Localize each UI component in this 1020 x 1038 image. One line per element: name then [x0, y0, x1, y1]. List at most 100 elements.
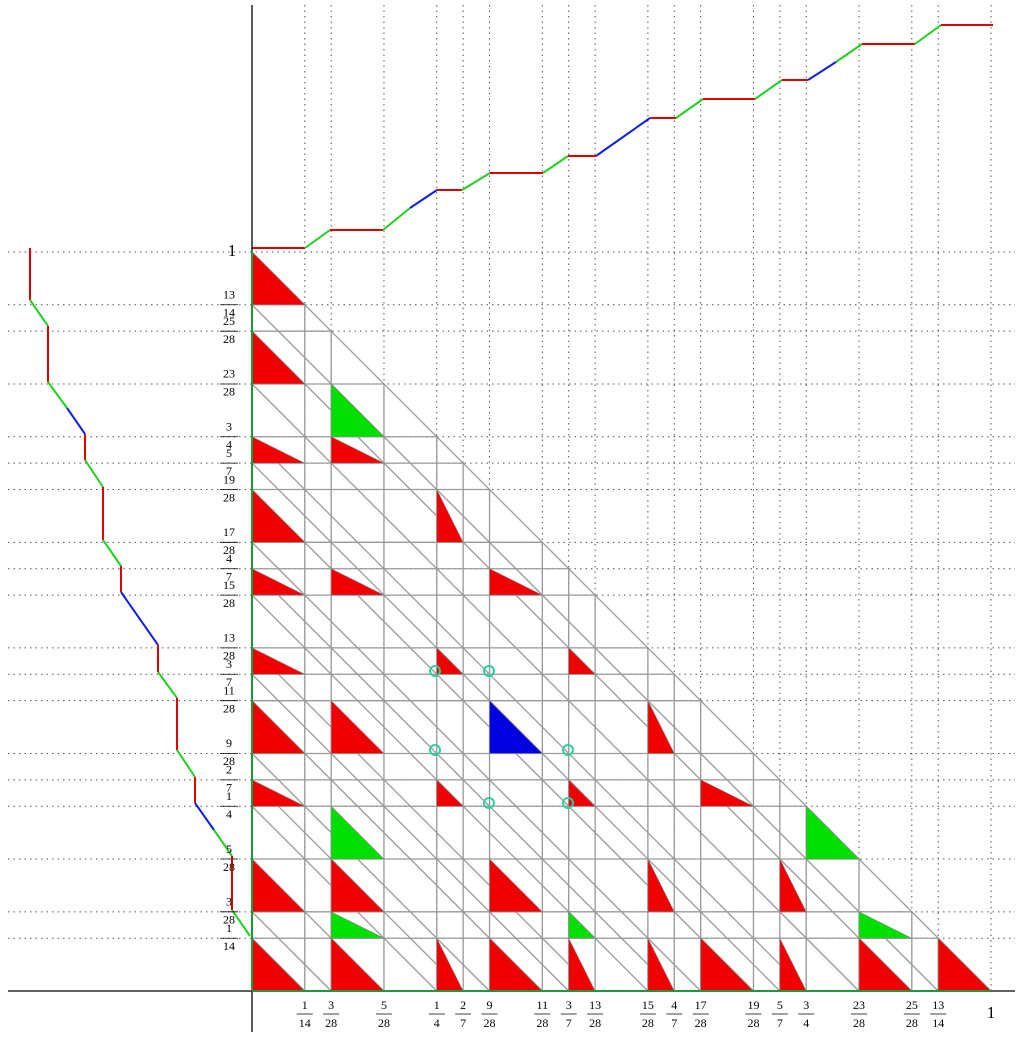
- marked-triangle: [489, 568, 543, 596]
- cell-diagonal: [251, 753, 490, 992]
- denominator: 28: [747, 1016, 759, 1030]
- marker-circle: [483, 797, 495, 809]
- cell-diagonal: [251, 251, 992, 992]
- y-tick-label: 1: [228, 241, 237, 260]
- numerator: 2: [226, 763, 232, 777]
- tick-labels: 1143285281427928112837132815284717281928…: [220, 241, 995, 1030]
- numerator: 17: [223, 525, 235, 539]
- x-tick-label: 37: [560, 998, 577, 1030]
- y-tick-label: 37: [220, 657, 238, 689]
- denominator: 28: [223, 596, 235, 610]
- numerator: 1: [228, 241, 237, 260]
- marker-circle: [483, 665, 495, 677]
- marked-triangle: [937, 937, 992, 992]
- marked-triangle: [251, 779, 305, 807]
- cell-diagonal: [251, 568, 675, 992]
- numerator: 1: [226, 789, 232, 803]
- marked-triangle: [779, 938, 807, 992]
- marked-triangle: [436, 647, 464, 675]
- y-tick-label: 47: [220, 551, 238, 583]
- marked-triangle: [251, 251, 306, 306]
- y-tick-label: 14: [220, 789, 238, 821]
- marker-circle: [562, 797, 574, 809]
- numerator: 3: [226, 895, 232, 909]
- denominator: 14: [299, 1016, 311, 1030]
- y-tick-label: 114: [220, 921, 238, 953]
- denominator: 28: [695, 1016, 707, 1030]
- x-tick-label: 47: [666, 998, 683, 1030]
- triangle-grid: [251, 251, 992, 992]
- staircase-segment: [754, 79, 783, 100]
- staircase-segment: [66, 407, 86, 435]
- marked-triangle: [858, 937, 913, 992]
- cell-diagonal: [251, 383, 860, 992]
- y-tick-label: 57: [220, 446, 238, 478]
- denominator: 4: [434, 1016, 440, 1030]
- numerator: 15: [642, 998, 654, 1012]
- marked-triangle: [251, 699, 306, 754]
- denominator: 14: [223, 939, 235, 953]
- marked-triangle: [489, 858, 544, 913]
- marked-triangle: [436, 938, 464, 992]
- denominator: 28: [223, 543, 235, 557]
- numerator: 3: [328, 998, 334, 1012]
- numerator: 9: [226, 736, 232, 750]
- denominator: 28: [223, 385, 235, 399]
- staircase-segment: [213, 829, 233, 857]
- numerator: 13: [589, 998, 601, 1012]
- staircase-segment: [595, 117, 651, 157]
- numerator: 19: [747, 998, 759, 1012]
- denominator: 28: [589, 1016, 601, 1030]
- denominator: 28: [223, 860, 235, 874]
- numerator: 11: [223, 683, 235, 697]
- denominator: 7: [460, 1016, 466, 1030]
- marked-triangle: [489, 937, 544, 992]
- x-tick-label: 34: [798, 998, 815, 1030]
- x-tick-label: 114: [296, 998, 313, 1030]
- marked-triangle: [330, 383, 385, 438]
- y-tick-label: 34: [220, 420, 238, 452]
- marked-triangle: [330, 805, 385, 860]
- numerator: 5: [381, 998, 387, 1012]
- numerator: 2: [460, 998, 466, 1012]
- numerator: 5: [226, 842, 232, 856]
- staircase-segment: [84, 459, 104, 488]
- denominator: 28: [223, 490, 235, 504]
- denominator: 28: [378, 1016, 390, 1030]
- marked-triangle: [436, 779, 464, 807]
- staircase-segment: [675, 98, 704, 119]
- marked-triangle: [330, 937, 385, 992]
- denominator: 7: [777, 1016, 783, 1030]
- marked-triangle: [251, 488, 306, 543]
- numerator: 5: [226, 446, 232, 460]
- numerator: 11: [537, 998, 549, 1012]
- marked-triangle: [251, 568, 305, 596]
- staircase-segment: [914, 24, 942, 45]
- staircase-segment: [47, 381, 68, 409]
- x-tick-label: 1: [987, 1003, 996, 1022]
- denominator: 14: [223, 306, 235, 320]
- denominator: 28: [223, 754, 235, 768]
- numerator: 9: [487, 998, 493, 1012]
- staircase-segment: [409, 189, 438, 209]
- numerator: 3: [566, 998, 572, 1012]
- numerator: 23: [853, 998, 865, 1012]
- y-tick-label: 528: [220, 842, 238, 874]
- staircase-segment: [835, 43, 863, 63]
- x-tick-label: 14: [428, 998, 445, 1030]
- denominator: 4: [226, 807, 232, 821]
- marked-triangle: [251, 937, 306, 992]
- staircase-segment: [807, 61, 837, 81]
- cell-diagonal: [251, 673, 570, 992]
- numerator: 1: [226, 921, 232, 935]
- numerator: 3: [226, 420, 232, 434]
- denominator: 7: [226, 464, 232, 478]
